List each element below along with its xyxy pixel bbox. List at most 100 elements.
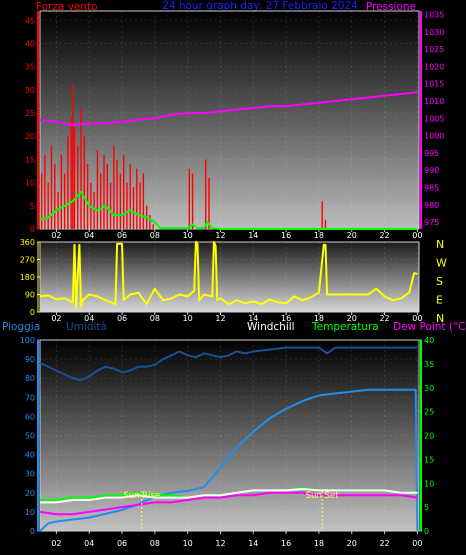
x-tick-label: 08 [150, 539, 160, 548]
x-tick-label: 14 [248, 231, 258, 240]
x-tick-label: 18 [314, 539, 324, 548]
x-tick-label: 10 [183, 539, 193, 548]
y-right-tick-label: 40 [424, 336, 434, 345]
y-right-tick-label: 10 [424, 479, 434, 488]
y-right-tick-label: 1030 [424, 28, 444, 37]
right-label-pressure: Pressione [366, 1, 416, 13]
x-tick-label: 06 [117, 314, 127, 323]
y-left-tick-label: 10 [25, 179, 35, 188]
y-right-tick-label: 985 [424, 183, 439, 192]
pressure-line [39, 91, 418, 127]
x-tick-label: 06 [117, 231, 127, 240]
left-label-wind: Forza vento [36, 1, 98, 13]
y-left-tick-label: 25 [25, 109, 35, 118]
y-left-tick-label: 30 [25, 86, 35, 95]
y-left-tick-label: 100 [20, 336, 35, 345]
y-left-tick-label: 20 [25, 132, 35, 141]
compass-label: N [436, 238, 444, 251]
x-tick-label: 08 [150, 231, 160, 240]
x-tick-label: 04 [84, 231, 94, 240]
y-left-tick-label: 80 [25, 374, 35, 383]
x-tick-label: 20 [347, 231, 357, 240]
label-windchill: Windchill [247, 321, 295, 333]
annotation-label: Sun Set [306, 491, 339, 501]
y-right-tick-label: 35 [424, 360, 434, 369]
y-left-tick-label: 45 [25, 16, 35, 25]
label-dew-point: Dew Point (°C) [393, 321, 466, 333]
x-tick-label: 12 [215, 314, 225, 323]
x-tick-label: 04 [84, 314, 94, 323]
x-tick-label: 20 [347, 314, 357, 323]
rain-line [39, 388, 419, 532]
y-right-tick-label: 1000 [424, 132, 444, 141]
x-tick-label: 16 [281, 539, 291, 548]
wind_avg-line [39, 190, 418, 230]
y-left-tick-label: 35 [25, 63, 35, 72]
y-left-tick-label: 0 [30, 527, 35, 536]
y-right-tick-label: 980 [424, 201, 439, 210]
x-tick-label: 14 [248, 314, 258, 323]
compass-label: W [436, 257, 447, 270]
y-left-tick-label: 10 [25, 508, 35, 517]
y-left-tick-label: 90 [25, 355, 35, 364]
y-right-tick-label: 20 [424, 432, 434, 441]
y-left-tick-label: 180 [20, 273, 35, 282]
x-tick-label: 02 [51, 314, 61, 323]
x-tick-label: 08 [150, 314, 160, 323]
y-left-tick-label: 20 [25, 489, 35, 498]
y-right-tick-label: 1010 [424, 97, 444, 106]
x-tick-label: 12 [215, 231, 225, 240]
y-right-tick-label: 1025 [424, 45, 444, 54]
y-right-tick-label: 995 [424, 149, 439, 158]
label-umidita: Umidità [66, 321, 107, 333]
y-left-tick-label: 360 [20, 238, 35, 247]
y-left-tick-label: 90 [25, 291, 35, 300]
y-right-tick-label: 5 [424, 503, 429, 512]
x-tick-label: 16 [281, 314, 291, 323]
x-tick-label: 16 [281, 231, 291, 240]
wind_direction-line [39, 241, 418, 310]
y-left-tick-label: 70 [25, 393, 35, 402]
x-tick-label: 04 [84, 539, 94, 548]
chart-marks: 02 04 06 08 10 12 14 16 18 20 22 000510152025303540… [20, 10, 447, 548]
y-left-tick-label: 0 [30, 225, 35, 234]
x-tick-label: 00 [412, 314, 422, 323]
x-tick-label: 22 [379, 231, 389, 240]
x-tick-label: 18 [314, 231, 324, 240]
y-left-tick-label: 50 [25, 432, 35, 441]
x-tick-label: 22 [379, 539, 389, 548]
x-tick-label: 00 [412, 231, 422, 240]
y-right-tick-label: 0 [424, 527, 429, 536]
humidity-line [39, 346, 418, 382]
dew_point-line [39, 491, 418, 516]
compass-label: E [436, 294, 443, 307]
x-tick-label: 00 [412, 539, 422, 548]
plot-area-temperature [39, 339, 420, 532]
x-tick-label: 12 [215, 539, 225, 548]
y-right-tick-label: 25 [424, 408, 434, 417]
y-left-tick-label: 270 [20, 256, 35, 265]
x-tick-label: 02 [51, 231, 61, 240]
y-left-tick-label: 40 [25, 451, 35, 460]
y-right-tick-label: 15 [424, 455, 434, 464]
y-left-tick-label: 60 [25, 412, 35, 421]
y-right-tick-label: 1005 [424, 114, 444, 123]
x-tick-label: 20 [347, 539, 357, 548]
x-tick-label: 06 [117, 539, 127, 548]
y-left-tick-label: 0 [30, 308, 35, 317]
x-tick-label: 18 [314, 314, 324, 323]
x-tick-label: 22 [379, 314, 389, 323]
plot-area-wind [39, 10, 420, 230]
plot-area-direction [39, 241, 420, 313]
compass-label: S [436, 275, 443, 288]
label-temperatura: Temperatura [311, 321, 379, 333]
y-right-tick-label: 30 [424, 384, 434, 393]
chart-title: 24 hour graph day: 27 Febbraio 2024 [162, 0, 358, 12]
compass-label: N [436, 312, 444, 325]
x-tick-label: 14 [248, 539, 258, 548]
x-tick-label: 02 [51, 539, 61, 548]
y-right-tick-label: 975 [424, 218, 439, 227]
x-tick-label: 10 [183, 231, 193, 240]
y-left-tick-label: 15 [25, 155, 35, 164]
